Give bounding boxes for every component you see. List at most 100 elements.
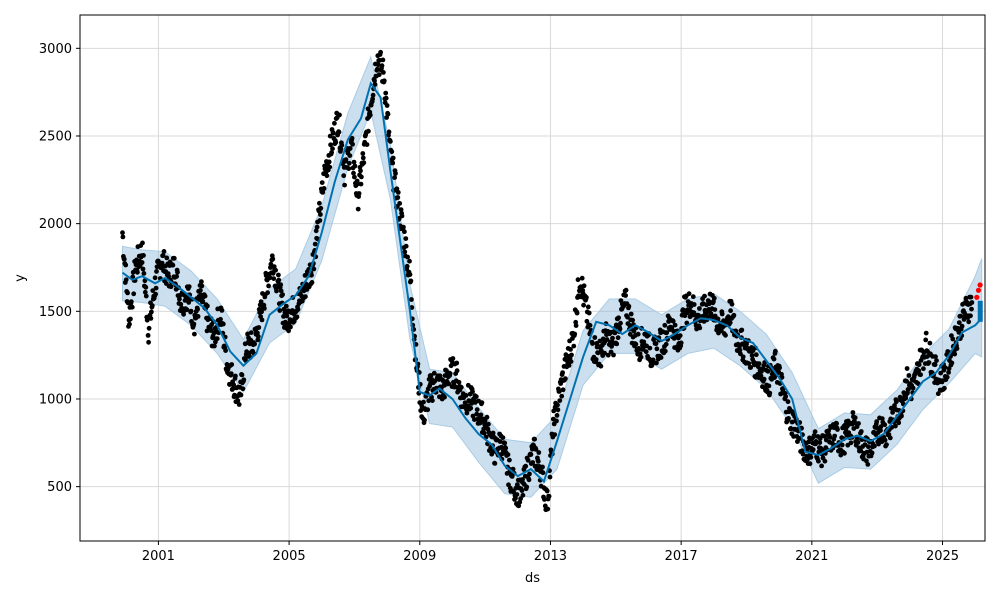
observed-point — [395, 195, 401, 200]
recent-actual-point — [975, 287, 982, 293]
observed-point — [592, 335, 598, 340]
observed-point — [140, 266, 146, 272]
observed-point — [766, 383, 772, 389]
y-axis-label: y — [13, 274, 28, 282]
forecast-trend-line — [121, 81, 983, 484]
observed-point — [528, 452, 534, 457]
observed-point — [129, 304, 135, 310]
observed-point — [338, 146, 344, 152]
observed-point — [569, 352, 574, 358]
observed-point — [647, 345, 653, 351]
observed-point — [337, 112, 342, 118]
observed-point — [286, 328, 291, 334]
observed-point — [672, 322, 678, 328]
observed-point — [456, 379, 462, 385]
observed-point — [262, 306, 267, 311]
recent-actual-points — [974, 282, 983, 300]
observed-point — [372, 78, 377, 83]
observed-point — [865, 444, 871, 450]
observed-point — [731, 312, 737, 318]
observed-point — [280, 292, 285, 297]
observed-point — [949, 360, 955, 366]
observed-point — [367, 112, 373, 118]
observed-point — [816, 458, 821, 464]
observed-point — [128, 299, 134, 305]
observed-point — [481, 430, 487, 436]
observed-point — [638, 354, 644, 360]
observed-point — [355, 206, 361, 212]
observed-point — [327, 164, 333, 170]
observed-point — [715, 316, 721, 322]
observed-point — [463, 393, 469, 398]
observed-point — [191, 321, 197, 327]
observed-point — [686, 291, 692, 297]
observed-point — [364, 142, 370, 148]
observed-point — [935, 391, 941, 397]
observed-point — [351, 159, 357, 165]
observed-point — [402, 249, 408, 255]
observed-point — [921, 366, 926, 372]
observed-point — [499, 444, 504, 450]
observed-point — [333, 140, 339, 145]
plot-frame — [79, 14, 986, 542]
observed-point — [566, 363, 572, 368]
x-tick-label: 2017 — [665, 549, 698, 564]
observed-point — [664, 330, 670, 336]
observed-point — [678, 340, 684, 346]
observed-point — [378, 49, 383, 55]
observed-point — [390, 155, 396, 161]
observed-point — [808, 454, 814, 460]
observed-point — [952, 351, 958, 357]
observed-point — [328, 142, 333, 148]
observed-point — [347, 153, 353, 159]
observed-point — [555, 407, 561, 413]
observed-point — [874, 425, 880, 431]
observed-point — [233, 373, 238, 379]
observed-point — [283, 319, 288, 325]
observed-point — [612, 330, 618, 336]
observed-point — [195, 314, 201, 319]
observed-point — [852, 420, 858, 426]
observed-point — [479, 400, 485, 405]
observed-point — [239, 372, 245, 378]
observed-point — [520, 477, 525, 482]
observed-point — [276, 272, 281, 278]
observed-point — [702, 293, 707, 299]
observed-point — [295, 307, 301, 312]
observed-point — [865, 462, 871, 467]
observed-point — [518, 496, 523, 502]
observed-point — [370, 96, 375, 102]
observed-point — [255, 337, 261, 343]
observed-point — [339, 142, 345, 148]
observed-point — [653, 341, 659, 347]
observed-point — [633, 341, 639, 347]
observed-point — [408, 278, 414, 284]
observed-point — [581, 283, 587, 289]
observed-point — [663, 341, 669, 347]
observed-point — [389, 149, 395, 155]
observed-point — [294, 314, 300, 320]
observed-point — [366, 128, 371, 134]
observed-point — [288, 324, 293, 330]
observed-point — [311, 266, 317, 272]
observed-point — [486, 421, 491, 427]
observed-point — [916, 368, 922, 373]
observed-point — [635, 331, 641, 337]
observed-point — [572, 331, 578, 337]
observed-point — [575, 277, 581, 283]
observed-point — [274, 288, 279, 294]
observed-point — [425, 407, 431, 413]
observed-point — [811, 433, 817, 438]
observed-point — [241, 377, 247, 383]
observed-point — [963, 295, 969, 301]
observed-point — [737, 347, 743, 353]
observed-point — [120, 234, 126, 240]
observed-point — [330, 146, 335, 152]
observed-point — [381, 70, 386, 75]
observed-point — [398, 207, 404, 213]
observed-point — [926, 360, 932, 365]
interval-band — [122, 55, 983, 498]
observed-point — [218, 316, 223, 322]
observed-point — [139, 260, 145, 265]
observed-point — [181, 311, 187, 317]
